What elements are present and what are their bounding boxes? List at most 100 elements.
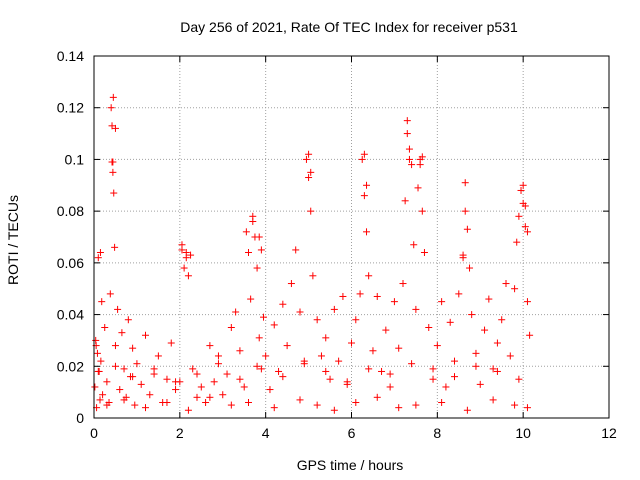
data-point <box>275 367 283 375</box>
data-point <box>451 357 458 365</box>
data-point <box>451 373 458 381</box>
data-point <box>463 225 471 233</box>
data-point <box>129 344 137 352</box>
data-point <box>317 352 325 360</box>
data-point <box>253 362 261 370</box>
y-tick-label: 0.04 <box>57 307 84 323</box>
data-point <box>253 264 261 272</box>
data-point <box>270 404 278 412</box>
data-point <box>373 393 381 401</box>
data-point <box>93 349 101 357</box>
data-point <box>260 313 268 321</box>
data-point <box>399 280 407 288</box>
data-point <box>517 186 525 194</box>
data-point <box>206 393 214 401</box>
data-point <box>330 406 338 414</box>
data-point <box>412 305 420 313</box>
data-point <box>296 396 304 404</box>
data-point <box>236 347 244 355</box>
data-point <box>523 228 531 236</box>
data-point <box>99 391 107 399</box>
data-point <box>493 339 501 347</box>
data-point <box>352 398 360 406</box>
data-point <box>455 290 463 298</box>
data-point <box>227 324 235 331</box>
data-point <box>395 344 403 352</box>
data-point <box>363 181 371 189</box>
y-tick-label: 0.02 <box>57 358 84 374</box>
data-point <box>335 357 343 365</box>
data-point <box>511 401 519 409</box>
data-point <box>124 316 132 324</box>
data-point <box>410 241 418 249</box>
data-point <box>210 378 218 386</box>
data-point <box>266 386 274 394</box>
data-point <box>189 365 197 373</box>
data-point <box>197 383 205 391</box>
data-point <box>96 396 104 404</box>
data-point <box>270 321 278 329</box>
data-point <box>193 370 201 378</box>
data-point <box>240 383 248 391</box>
data-point <box>418 153 426 161</box>
data-point <box>146 391 154 399</box>
data-point <box>242 228 250 236</box>
data-point <box>227 401 235 409</box>
data-point <box>300 357 308 365</box>
x-tick-label: 2 <box>176 425 184 441</box>
data-point <box>111 124 119 132</box>
x-axis-ticks: 0 2 4 6 8 10 12 <box>90 56 617 441</box>
data-point <box>150 365 158 373</box>
data-point <box>279 373 287 381</box>
data-point <box>257 365 265 373</box>
x-tick-label: 12 <box>601 425 617 441</box>
data-point <box>498 316 506 324</box>
data-point <box>120 396 128 404</box>
data-point <box>178 246 186 254</box>
data-point <box>219 391 227 399</box>
data-point <box>493 367 501 375</box>
data-point <box>438 398 446 406</box>
data-point <box>97 357 105 365</box>
data-point <box>131 401 139 409</box>
y-tick-label: 0 <box>76 410 84 426</box>
data-point <box>172 378 180 386</box>
data-point <box>521 223 529 231</box>
data-point <box>307 168 315 176</box>
data-point <box>408 161 416 169</box>
data-point <box>180 264 188 272</box>
data-point <box>255 233 263 241</box>
data-point <box>206 342 214 350</box>
data-point <box>386 370 394 378</box>
data-point <box>307 207 315 215</box>
data-point <box>343 378 351 386</box>
data-point <box>330 305 338 313</box>
data-point <box>223 370 231 378</box>
data-point <box>247 295 255 303</box>
data-point <box>472 362 480 370</box>
data-point <box>386 383 394 391</box>
data-point <box>120 365 128 373</box>
data-point <box>442 383 450 391</box>
data-point <box>472 349 480 357</box>
data-point <box>142 404 149 412</box>
data-point <box>461 179 469 187</box>
data-point <box>519 181 527 189</box>
data-point <box>184 406 192 414</box>
data-point <box>403 130 411 138</box>
data-point <box>352 316 360 324</box>
data-point <box>111 243 119 251</box>
grid-lines <box>94 56 609 418</box>
data-point <box>360 150 368 158</box>
data-point <box>468 311 476 319</box>
y-tick-label: 0.06 <box>57 255 84 271</box>
data-point <box>515 375 523 383</box>
data-point <box>283 342 291 350</box>
y-tick-label: 0.14 <box>57 48 84 64</box>
data-point <box>408 360 416 368</box>
data-point <box>523 298 531 306</box>
data-point <box>114 305 122 313</box>
data-point <box>313 316 321 324</box>
data-point <box>390 298 398 306</box>
